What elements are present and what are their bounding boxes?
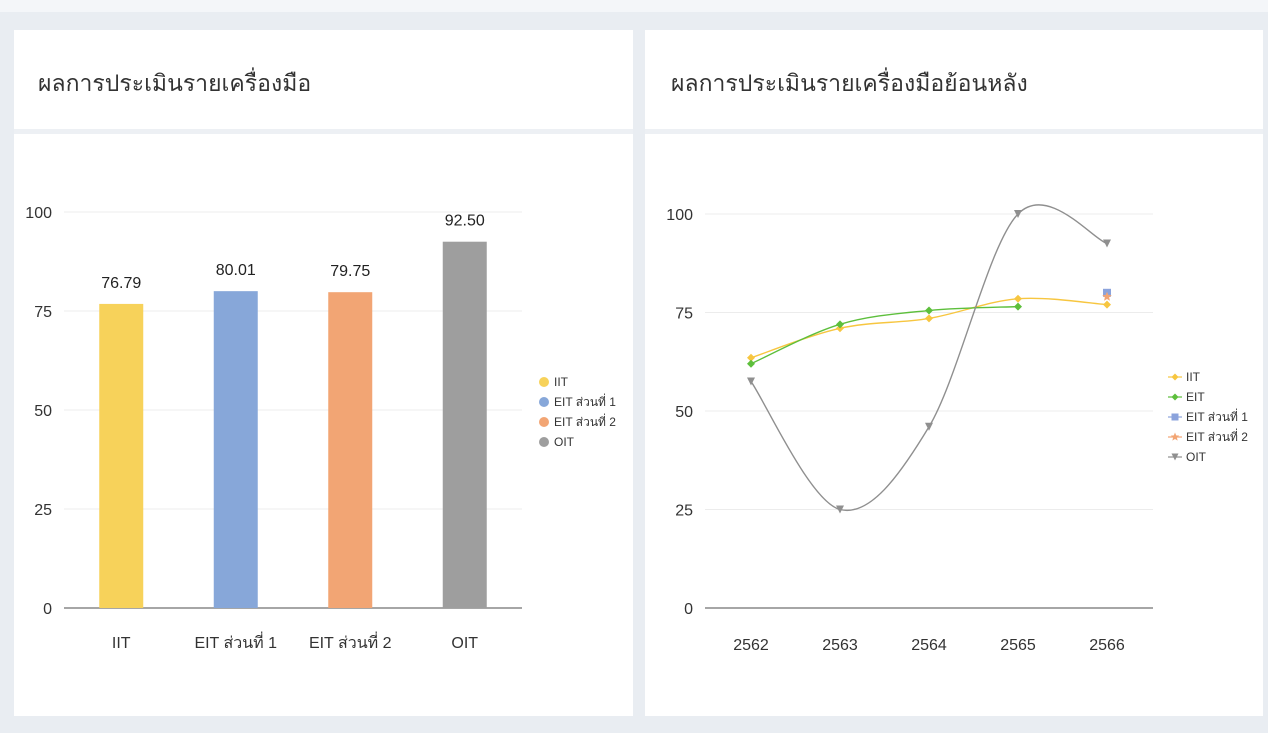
data-point bbox=[925, 314, 933, 323]
card-tool-history: ผลการประเมินรายเครื่องมือย้อนหลัง 0 25 50 7… bbox=[645, 30, 1263, 716]
y-tick-label: 0 bbox=[684, 601, 693, 618]
data-label: 92.50 bbox=[445, 213, 485, 230]
x-tick-label: OIT bbox=[451, 635, 478, 652]
data-point bbox=[1171, 373, 1179, 381]
bar bbox=[328, 292, 373, 608]
y-tick-label: 0 bbox=[43, 601, 52, 618]
data-point bbox=[836, 320, 844, 329]
data-point bbox=[1014, 302, 1022, 311]
data-point bbox=[1103, 300, 1111, 309]
y-tick-label: 75 bbox=[34, 304, 52, 321]
data-point bbox=[1170, 432, 1180, 441]
data-label: 80.01 bbox=[216, 262, 256, 279]
data-point bbox=[1014, 294, 1022, 303]
bar bbox=[213, 291, 258, 608]
data-point bbox=[1014, 210, 1022, 218]
data-point bbox=[747, 377, 755, 386]
data-point bbox=[1103, 239, 1111, 248]
legend-label: EIT ส่วนที่ 1 bbox=[554, 393, 616, 409]
y-tick-label: 100 bbox=[666, 207, 693, 224]
x-tick-label: IIT bbox=[112, 635, 131, 652]
data-point bbox=[747, 353, 755, 362]
legend-label: IIT bbox=[554, 375, 569, 389]
x-tick-label: 2563 bbox=[822, 637, 858, 654]
legend-label: EIT ส่วนที่ 2 bbox=[554, 413, 616, 429]
x-tick-label: EIT ส่วนที่ 1 bbox=[194, 631, 277, 652]
data-point bbox=[836, 505, 844, 514]
top-strip bbox=[0, 0, 1268, 12]
y-tick-label: 100 bbox=[25, 205, 52, 222]
legend-label: OIT bbox=[1186, 450, 1207, 464]
data-label: 76.79 bbox=[101, 275, 141, 292]
x-tick-label: 2565 bbox=[1000, 637, 1036, 654]
data-point bbox=[925, 422, 933, 431]
legend-marker bbox=[539, 437, 549, 447]
legend-label: EIT ส่วนที่ 1 bbox=[1186, 408, 1248, 424]
legend-marker bbox=[539, 377, 549, 387]
card-header: ผลการประเมินรายเครื่องมือ bbox=[14, 30, 633, 134]
y-tick-label: 50 bbox=[34, 403, 52, 420]
bar bbox=[442, 241, 487, 608]
y-tick-label: 50 bbox=[675, 404, 693, 421]
legend-label: IIT bbox=[1186, 370, 1201, 384]
legend-marker bbox=[539, 397, 549, 407]
card-header: ผลการประเมินรายเครื่องมือย้อนหลัง bbox=[645, 30, 1263, 134]
series-line bbox=[750, 305, 1019, 365]
legend-label: EIT bbox=[1186, 390, 1205, 404]
x-tick-label: EIT ส่วนที่ 2 bbox=[309, 631, 392, 652]
data-point bbox=[747, 359, 755, 368]
data-point bbox=[1171, 453, 1179, 461]
x-tick-label: 2562 bbox=[733, 637, 769, 654]
data-point bbox=[1171, 393, 1179, 401]
line-chart: 0 25 50 75 100 2562 2563 2564 2565 2566 IIT EIT EIT … bbox=[666, 204, 1248, 654]
card-title: ผลการประเมินรายเครื่องมือ bbox=[38, 71, 312, 97]
data-point bbox=[925, 306, 933, 315]
series-line bbox=[750, 204, 1108, 512]
data-label: 79.75 bbox=[330, 263, 370, 280]
y-tick-label: 25 bbox=[675, 503, 693, 520]
x-tick-label: 2566 bbox=[1089, 637, 1125, 654]
legend-label: OIT bbox=[554, 435, 575, 449]
card-tool-assessment: ผลการประเมินรายเครื่องมือ 0 25 50 75 100 76.7… bbox=[14, 30, 633, 716]
legend-label: EIT ส่วนที่ 2 bbox=[1186, 428, 1248, 444]
legend-marker bbox=[539, 417, 549, 427]
bar-chart: 0 25 50 75 100 76.79 IIT 80.01 EIT ส่วนที่ 1 79.7… bbox=[25, 205, 616, 652]
data-point bbox=[1102, 291, 1112, 301]
card-title: ผลการประเมินรายเครื่องมือย้อนหลัง bbox=[671, 71, 1028, 97]
data-point bbox=[1171, 413, 1179, 421]
y-tick-label: 75 bbox=[675, 306, 693, 323]
x-tick-label: 2564 bbox=[911, 637, 947, 654]
bar bbox=[99, 303, 144, 608]
y-tick-label: 25 bbox=[34, 502, 52, 519]
